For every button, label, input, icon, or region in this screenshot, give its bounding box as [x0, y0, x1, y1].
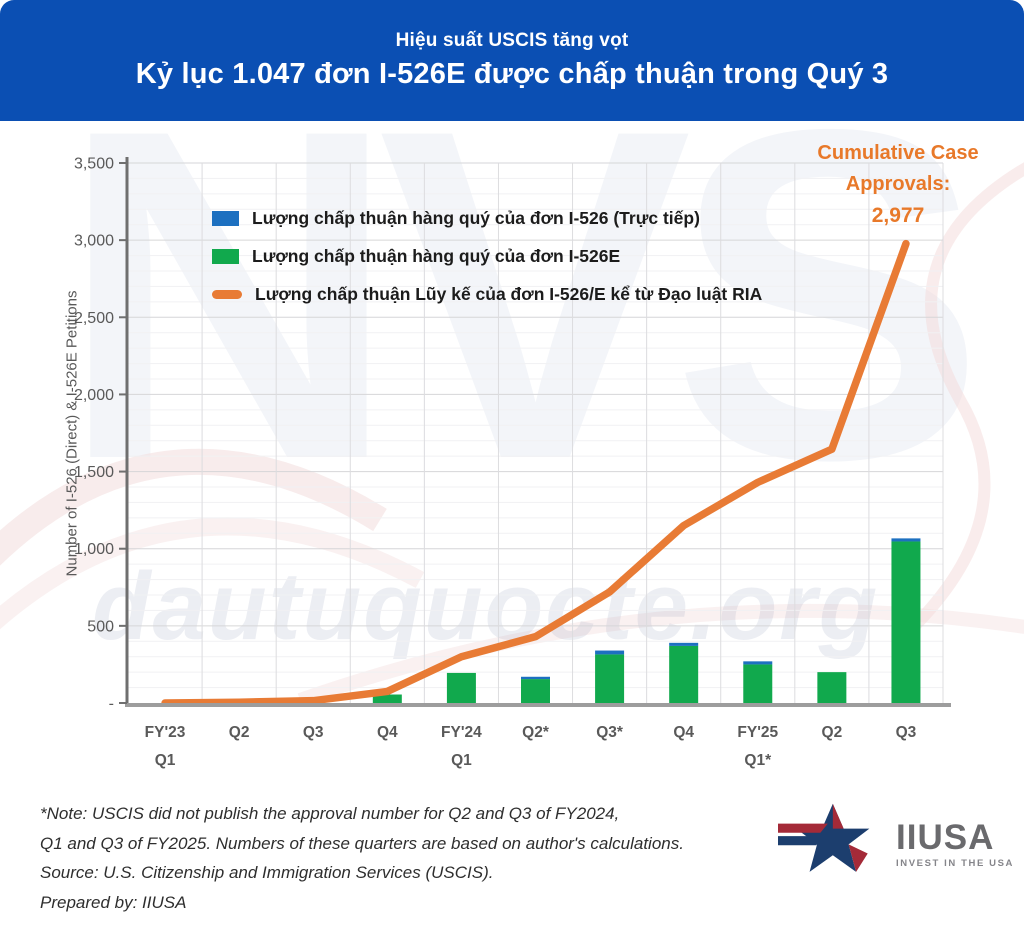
- annotation-line1: Cumulative Case: [817, 142, 979, 164]
- legend-label: Lượng chấp thuận hàng quý của đơn I-526E: [252, 246, 621, 266]
- logo-wordmark: IIUSA INVEST IN THE USA: [896, 820, 1014, 869]
- x-tick-label: Q1: [451, 752, 472, 769]
- annotation-value: 2,977: [871, 204, 925, 227]
- iiusa-star-icon: [778, 803, 870, 872]
- bar-i526e: [817, 672, 847, 703]
- legend-swatch-orange-line: [212, 290, 242, 299]
- x-tick-label: Q4: [377, 724, 398, 741]
- footnotes: *Note: USCIS did not publish the approva…: [40, 799, 684, 917]
- note-line: Q1 and Q3 of FY2025. Numbers of these qu…: [40, 833, 684, 853]
- x-tick-label: Q2*: [522, 724, 550, 741]
- header-title: Kỷ lục 1.047 đơn I-526E được chấp thuận …: [135, 58, 889, 90]
- cumulative-line: [161, 239, 910, 707]
- y-tick-label: 1,500: [74, 464, 114, 481]
- bar-i526e: [595, 654, 625, 703]
- x-tick-label: Q3: [303, 724, 324, 741]
- x-tick-label: Q2: [229, 724, 250, 741]
- x-tick-label: Q1*: [744, 752, 772, 769]
- logo-name: IIUSA: [896, 817, 995, 857]
- legend-label: Lượng chấp thuận Lũy kế của đơn I-526/E …: [255, 284, 763, 304]
- y-tick-label: 3,000: [74, 233, 114, 250]
- bar-i526-direct: [595, 650, 625, 655]
- bar-i526e: [446, 672, 476, 703]
- x-tick-label: FY'23: [145, 724, 186, 741]
- x-tick-label: Q3*: [596, 724, 624, 741]
- legend-item-cumulative: Lượng chấp thuận Lũy kế của đơn I-526/E …: [212, 282, 762, 307]
- y-tick-label: -: [109, 696, 114, 713]
- legend-item-i526-direct: Lượng chấp thuận hàng quý của đơn I-526 …: [212, 206, 762, 231]
- x-tick-label: Q2: [822, 724, 843, 741]
- note-line: *Note: USCIS did not publish the approva…: [40, 804, 620, 823]
- y-tick-label: 2,500: [74, 310, 114, 327]
- x-tick-label: Q1: [155, 752, 176, 769]
- annotation-line2: Approvals:: [845, 173, 951, 195]
- bar-i526-direct: [521, 676, 550, 680]
- x-tick-label: FY'25: [737, 724, 778, 741]
- x-tick-label: FY'24: [441, 724, 482, 741]
- iiusa-logo: IIUSA INVEST IN THE USA: [778, 800, 1014, 888]
- y-tick-label: 1,000: [74, 541, 114, 558]
- x-tick-label: Q3: [896, 724, 917, 741]
- y-tick-label: 3,500: [74, 156, 114, 173]
- bar-i526-direct: [669, 642, 699, 646]
- bar-i526-direct: [743, 661, 773, 665]
- note-line: Prepared by: IIUSA: [40, 892, 187, 912]
- legend-swatch-green: [212, 249, 239, 264]
- note-line: Source: U.S. Citizenship and Immigration…: [40, 863, 494, 882]
- legend-item-i526e: Lượng chấp thuận hàng quý của đơn I-526E: [212, 244, 762, 269]
- bar-i526-direct: [891, 538, 921, 542]
- header-banner: Hiệu suất USCIS tăng vọt Kỷ lục 1.047 đơ…: [0, 0, 1024, 121]
- cumulative-annotation: Cumulative Case Approvals: 2,977: [792, 138, 1004, 231]
- bar-i526e: [743, 664, 773, 703]
- chart-legend: Lượng chấp thuận hàng quý của đơn I-526 …: [212, 206, 762, 307]
- x-tick-label: Q4: [673, 724, 694, 741]
- y-tick-label: 2,000: [74, 387, 114, 404]
- bar-i526e: [521, 679, 550, 703]
- watermark-site-text: dautuquocte.org: [92, 553, 880, 660]
- bar-i526e: [372, 694, 402, 703]
- header-subtitle: Hiệu suất USCIS tăng vọt: [395, 30, 629, 51]
- y-axis-title: Number of I-526 (Direct) & I-526E Petiti…: [63, 290, 81, 577]
- bar-i526e: [891, 541, 921, 703]
- legend-swatch-blue: [212, 211, 239, 226]
- legend-label: Lượng chấp thuận hàng quý của đơn I-526 …: [252, 208, 700, 228]
- logo-tagline: INVEST IN THE USA: [896, 857, 1014, 869]
- bar-i526e: [669, 645, 699, 703]
- y-tick-label: 500: [87, 618, 114, 635]
